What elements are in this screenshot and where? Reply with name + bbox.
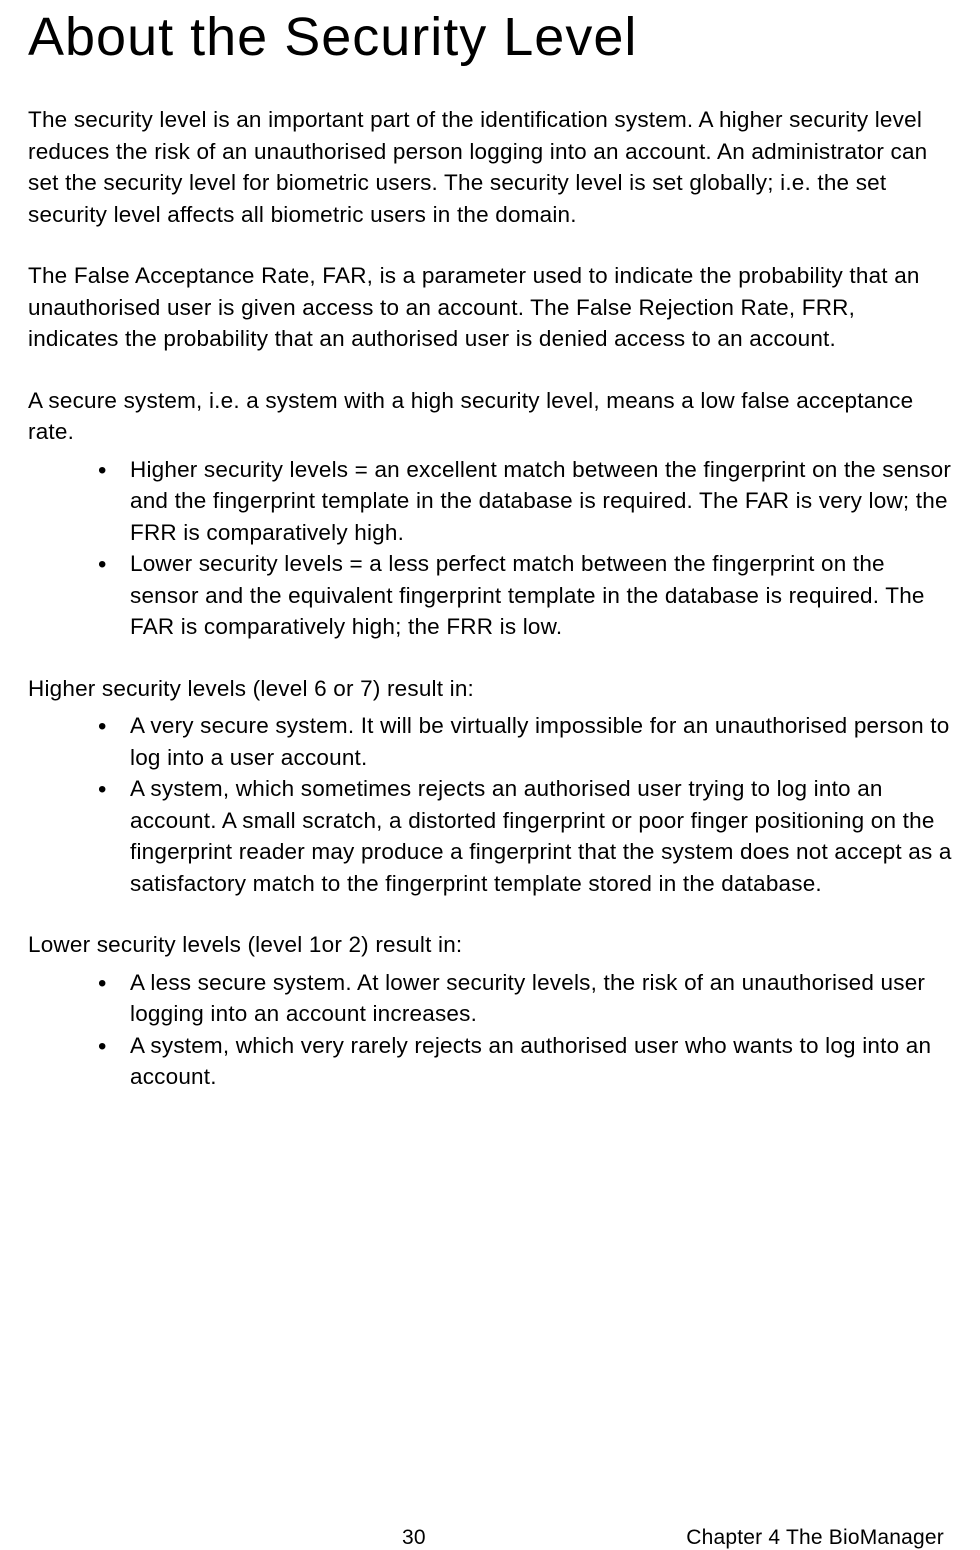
chapter-label: Chapter 4 The BioManager	[686, 1526, 944, 1550]
list-item: Higher security levels = an excellent ma…	[98, 454, 952, 549]
higher-levels-lead: Higher security levels (level 6 or 7) re…	[28, 673, 952, 705]
list-item: A system, which sometimes rejects an aut…	[98, 773, 952, 899]
page-number: 30	[402, 1526, 426, 1550]
higher-levels-list: A very secure system. It will be virtual…	[28, 710, 952, 899]
intro-paragraph-3: A secure system, i.e. a system with a hi…	[28, 385, 952, 448]
list-item: A system, which very rarely rejects an a…	[98, 1030, 952, 1093]
intro-paragraph-2: The False Acceptance Rate, FAR, is a par…	[28, 260, 952, 355]
list-item: A less secure system. At lower security …	[98, 967, 952, 1030]
list-item: A very secure system. It will be virtual…	[98, 710, 952, 773]
page-title: About the Security Level	[28, 6, 952, 68]
lower-levels-lead: Lower security levels (level 1or 2) resu…	[28, 929, 952, 961]
list-item: Lower security levels = a less perfect m…	[98, 548, 952, 643]
intro-paragraph-1: The security level is an important part …	[28, 104, 952, 230]
lower-levels-list: A less secure system. At lower security …	[28, 967, 952, 1093]
security-definitions-list: Higher security levels = an excellent ma…	[28, 454, 952, 643]
